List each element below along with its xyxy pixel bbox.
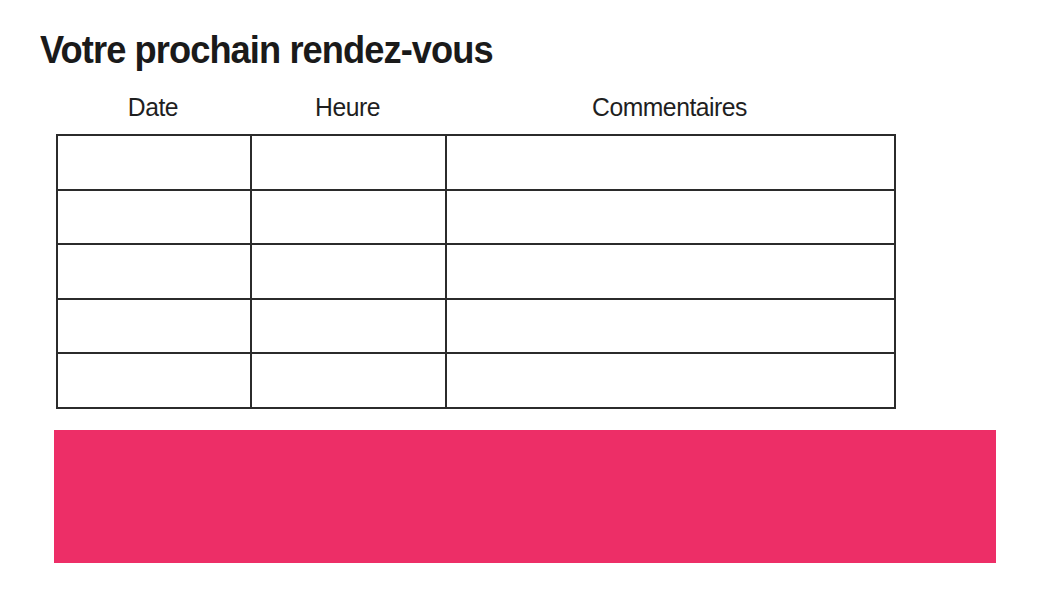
table-cell (57, 353, 251, 408)
table-cell (57, 244, 251, 299)
table-cell (446, 190, 895, 245)
page: Votre prochain rendez-vous Date Heure Co… (0, 0, 1050, 600)
table-cell (251, 244, 446, 299)
table-cell (57, 190, 251, 245)
table-row (57, 135, 895, 190)
appointments-table-body (57, 135, 895, 408)
table-row (57, 190, 895, 245)
table-cell (446, 353, 895, 408)
table-cell (446, 299, 895, 354)
table-row (57, 353, 895, 408)
column-header-heure: Heure (255, 92, 440, 123)
table-cell (57, 299, 251, 354)
appointments-table (56, 134, 896, 409)
table-cell (446, 135, 895, 190)
pink-banner (54, 430, 996, 563)
table-cell (251, 190, 446, 245)
table-row (57, 244, 895, 299)
column-header-date: Date (61, 92, 245, 123)
table-column-headers: Date Heure Commentaires (56, 92, 894, 123)
table-row (57, 299, 895, 354)
table-cell (251, 135, 446, 190)
table-cell (446, 244, 895, 299)
table-cell (251, 299, 446, 354)
column-header-commentaires: Commentaires (456, 92, 883, 123)
table-cell (57, 135, 251, 190)
table-cell (251, 353, 446, 408)
page-title: Votre prochain rendez-vous (40, 28, 493, 72)
